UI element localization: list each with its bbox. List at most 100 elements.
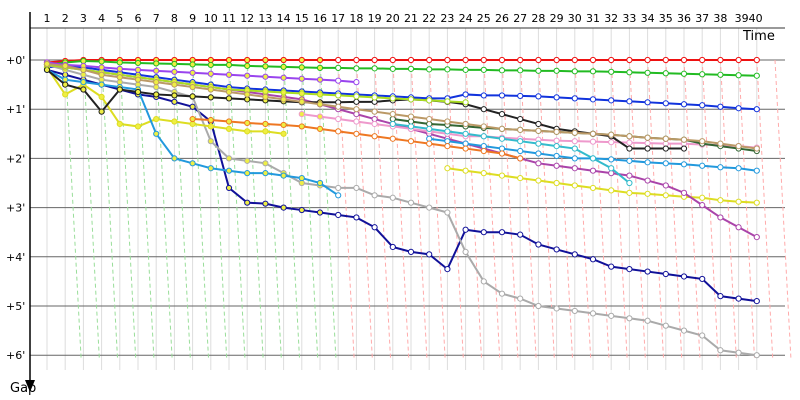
data-point (207, 94, 214, 101)
data-point (462, 130, 469, 137)
data-point (316, 209, 324, 216)
data-point (644, 99, 651, 106)
data-point (571, 155, 578, 162)
diagonal-guide (392, 59, 410, 361)
data-point (535, 127, 542, 134)
diagonal-guide (592, 59, 610, 361)
data-point (444, 143, 451, 150)
data-point (735, 105, 742, 112)
diagonal-guide (355, 59, 373, 361)
data-point (735, 143, 742, 150)
x-tick-label: 1 (44, 12, 51, 25)
series-line (46, 63, 757, 357)
grid (30, 27, 785, 370)
data-point (444, 138, 451, 145)
data-point (589, 155, 597, 162)
data-point (407, 65, 415, 72)
data-point (535, 140, 542, 147)
data-point (407, 96, 415, 103)
y-tick-label: +4' (6, 251, 25, 264)
data-point (244, 199, 251, 206)
data-point (753, 145, 760, 152)
data-point (298, 174, 305, 182)
data-point (553, 305, 560, 312)
data-point (699, 332, 706, 339)
y-axis-arrow (25, 380, 35, 392)
data-point (262, 93, 269, 101)
data-point (225, 125, 233, 132)
data-point (517, 126, 524, 133)
data-point (225, 61, 233, 69)
data-point (535, 177, 542, 184)
data-point (571, 95, 578, 102)
x-tick-label: 13 (258, 12, 272, 25)
diagonal-guide (301, 59, 319, 361)
data-point (426, 97, 433, 104)
data-point (280, 56, 287, 64)
data-point (189, 93, 196, 100)
data-point (753, 199, 760, 206)
data-point (407, 113, 415, 120)
data-point (389, 95, 396, 102)
data-point (517, 138, 524, 145)
diagonal-guide (647, 59, 665, 361)
y-tick-label: +0' (6, 54, 25, 67)
data-point (371, 94, 378, 101)
data-point (171, 81, 178, 88)
series-4 (43, 61, 760, 359)
data-point (407, 123, 415, 130)
data-point (98, 108, 105, 115)
data-point (407, 248, 415, 255)
data-point (662, 145, 669, 152)
data-point (244, 91, 251, 98)
x-tick-label: 25 (477, 12, 491, 25)
x-tick-label: 23 (440, 12, 454, 25)
data-point (662, 100, 669, 107)
y-tick-label: +6' (6, 349, 25, 362)
data-point (153, 79, 160, 86)
data-point (389, 120, 396, 128)
data-point (735, 295, 742, 302)
data-point (462, 140, 469, 147)
data-point (335, 56, 342, 64)
data-point (480, 123, 487, 130)
data-point (426, 125, 433, 132)
data-point (553, 143, 560, 150)
data-point (699, 275, 706, 283)
diagonal-guide (319, 59, 337, 361)
data-point (462, 145, 469, 152)
data-point (316, 76, 324, 83)
data-point (498, 92, 506, 99)
data-point (626, 133, 633, 140)
diagonal-guide (173, 59, 191, 361)
x-tick-label: 19 (368, 12, 382, 25)
data-point (608, 68, 615, 75)
data-point (225, 155, 233, 162)
data-point (753, 234, 760, 241)
data-point (571, 129, 578, 136)
data-point (153, 60, 160, 67)
data-point (735, 224, 742, 231)
data-point (662, 135, 669, 142)
data-point (571, 165, 578, 172)
x-tick-label: 4 (98, 12, 105, 25)
data-point (335, 77, 342, 84)
data-point (298, 123, 305, 130)
data-point (517, 295, 524, 302)
data-point (225, 88, 233, 96)
diagonal-guide (683, 59, 701, 361)
data-point (644, 140, 651, 147)
data-point (207, 86, 214, 93)
data-point (116, 59, 123, 66)
data-point (626, 145, 633, 152)
data-point (571, 182, 578, 189)
data-point (553, 128, 560, 135)
data-point (626, 266, 633, 273)
data-point (280, 204, 287, 211)
series-6 (444, 165, 760, 206)
series-line (46, 63, 758, 238)
data-point (444, 165, 451, 172)
y-tick-label: +3' (6, 202, 25, 215)
x-tick-label: 20 (386, 12, 400, 25)
data-point (571, 251, 578, 258)
